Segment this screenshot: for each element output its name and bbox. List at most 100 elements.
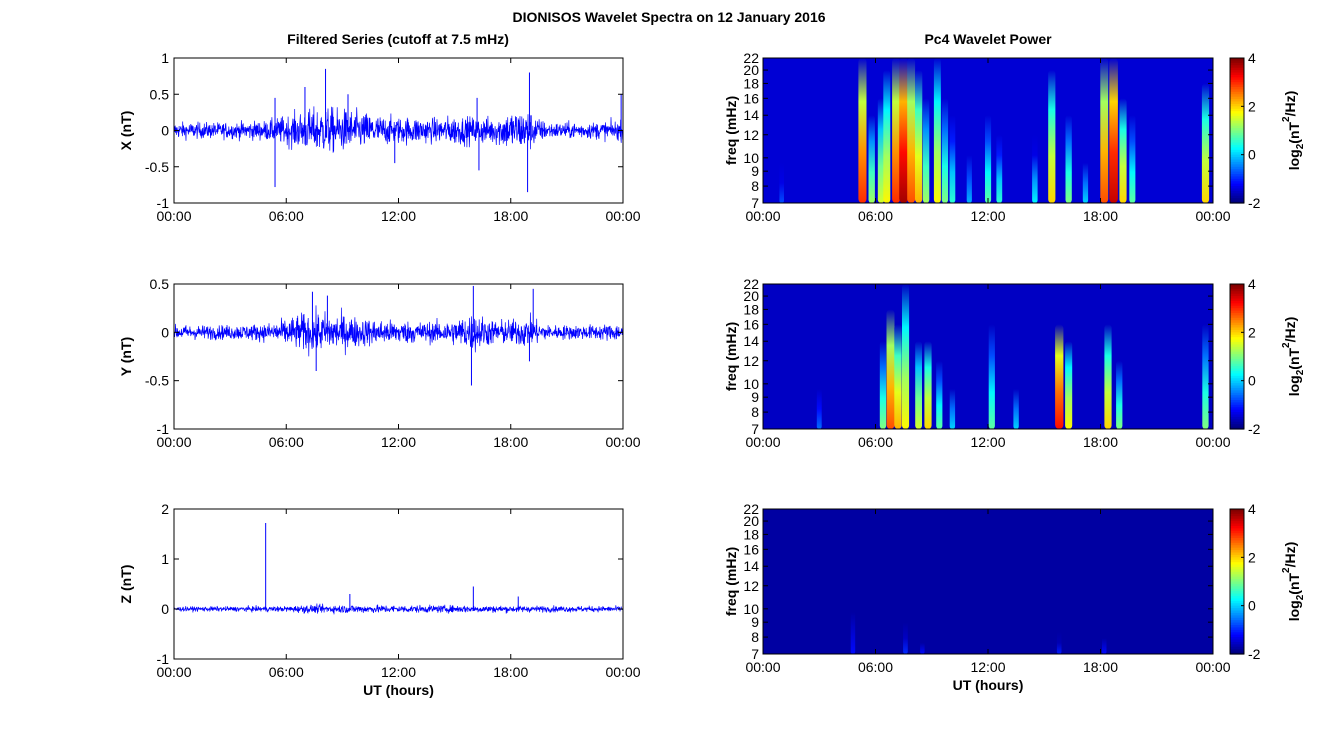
colorbar-strip — [1230, 387, 1244, 391]
colorbar-strip — [1230, 571, 1244, 575]
power-event — [1013, 371, 1019, 429]
colorbar-strip — [1230, 111, 1244, 115]
power-event — [1055, 324, 1064, 429]
colorbar-strip — [1230, 649, 1244, 653]
power-event — [903, 608, 908, 654]
colorbar-strip — [1230, 154, 1244, 158]
ytick-label: 10 — [743, 150, 759, 166]
ytick-label: 10 — [743, 376, 759, 392]
power-event — [877, 98, 885, 203]
colorbar-strip — [1230, 147, 1244, 151]
colorbar-strip — [1230, 419, 1244, 423]
colorbar-strip — [1230, 600, 1244, 604]
colorbar-strip — [1230, 542, 1244, 546]
power-event — [879, 341, 887, 429]
colorbar-strip — [1230, 385, 1244, 389]
colorbar-strip — [1230, 513, 1244, 517]
ytick-label: 16 — [743, 90, 759, 106]
colorbar-strip — [1230, 329, 1244, 333]
colorbar-strip — [1230, 550, 1244, 554]
ytick-label: -0.5 — [145, 159, 169, 175]
colorbar-strip — [1230, 137, 1244, 141]
colorbar-strip — [1230, 528, 1244, 532]
colorbar-strip — [1230, 538, 1244, 542]
colorbar-strip — [1230, 562, 1244, 566]
right-xtick-label: 00:00 — [1195, 208, 1230, 224]
ytick-label: 22 — [743, 501, 759, 517]
power-event — [1065, 115, 1072, 203]
colorbar-strip — [1230, 58, 1244, 62]
colorbar-tick-label: -2 — [1248, 195, 1261, 211]
colorbar-strip — [1230, 171, 1244, 175]
colorbar-strip — [1230, 296, 1244, 300]
colorbar-strip — [1230, 188, 1244, 192]
power-event — [1119, 98, 1127, 203]
power-event — [1102, 608, 1107, 654]
left-xtick-label: 00:00 — [605, 208, 640, 224]
right-xtick-label: 06:00 — [858, 208, 893, 224]
colorbar-strip — [1230, 79, 1244, 83]
colorbar-strip — [1230, 346, 1244, 350]
colorbar-strip — [1230, 559, 1244, 563]
ytick-label: 0 — [161, 601, 169, 617]
power-event — [988, 324, 995, 429]
colorbar-strip — [1230, 130, 1244, 134]
colorbar-strip — [1230, 407, 1244, 411]
colorbar-strip — [1230, 190, 1244, 194]
colorbar-tick-label: -2 — [1248, 421, 1261, 437]
ytick-label: 20 — [743, 288, 759, 304]
colorbar: 4 2 0 -2 log2(nT2/Hz) — [1229, 276, 1306, 437]
colorbar-strip — [1230, 523, 1244, 527]
ytick-label: 8 — [751, 404, 759, 420]
colorbar-strip — [1230, 96, 1244, 100]
colorbar-strip — [1230, 375, 1244, 379]
ytick-label: 9 — [751, 614, 759, 630]
colorbar-strip — [1230, 284, 1244, 288]
colorbar-strip — [1230, 603, 1244, 607]
left-xtick-label: 12:00 — [381, 208, 416, 224]
colorbar-strip — [1230, 132, 1244, 136]
series-line — [174, 106, 623, 153]
colorbar-strip — [1230, 87, 1244, 91]
colorbar-strip — [1230, 291, 1244, 295]
colorbar-strip — [1230, 334, 1244, 338]
power-event — [1082, 145, 1089, 203]
colorbar-strip — [1230, 644, 1244, 648]
power-event — [907, 58, 916, 203]
power-event — [949, 371, 956, 429]
colorbar-strip — [1230, 116, 1244, 120]
colorbar-strip — [1230, 293, 1244, 297]
colorbar-strip — [1230, 395, 1244, 399]
left-xtick-label: 00:00 — [156, 664, 191, 680]
series-line — [174, 305, 623, 357]
colorbar-strip — [1230, 591, 1244, 595]
colorbar-strip — [1230, 186, 1244, 190]
colorbar-strip — [1230, 322, 1244, 326]
colorbar-tick-label: 4 — [1248, 276, 1256, 292]
colorbar-strip — [1230, 593, 1244, 597]
colorbar-strip — [1230, 108, 1244, 112]
power-event — [949, 115, 956, 203]
colorbar-strip — [1230, 509, 1244, 513]
colorbar-tick-label: 0 — [1248, 147, 1256, 163]
x-axis-label: UT (hours) — [363, 682, 434, 698]
colorbar-strip — [1230, 356, 1244, 360]
colorbar-strip — [1230, 373, 1244, 377]
colorbar-strip — [1230, 554, 1244, 558]
colorbar-strip — [1230, 118, 1244, 122]
ytick-label: 9 — [751, 163, 759, 179]
colorbar: 4 2 0 -2 log2(nT2/Hz) — [1229, 501, 1306, 662]
ytick-label: 20 — [743, 62, 759, 78]
power-event — [894, 324, 902, 429]
left-xtick-label: 00:00 — [605, 434, 640, 450]
colorbar-strip — [1230, 308, 1244, 312]
colorbar-strip — [1230, 140, 1244, 144]
power-event — [1048, 70, 1056, 203]
colorbar-strip — [1230, 535, 1244, 539]
power-event — [966, 134, 972, 203]
colorbar-strip — [1230, 315, 1244, 319]
colorbar-strip — [1230, 617, 1244, 621]
right-xtick-label: 12:00 — [970, 659, 1005, 675]
colorbar-strip — [1230, 627, 1244, 631]
colorbar-strip — [1230, 390, 1244, 394]
